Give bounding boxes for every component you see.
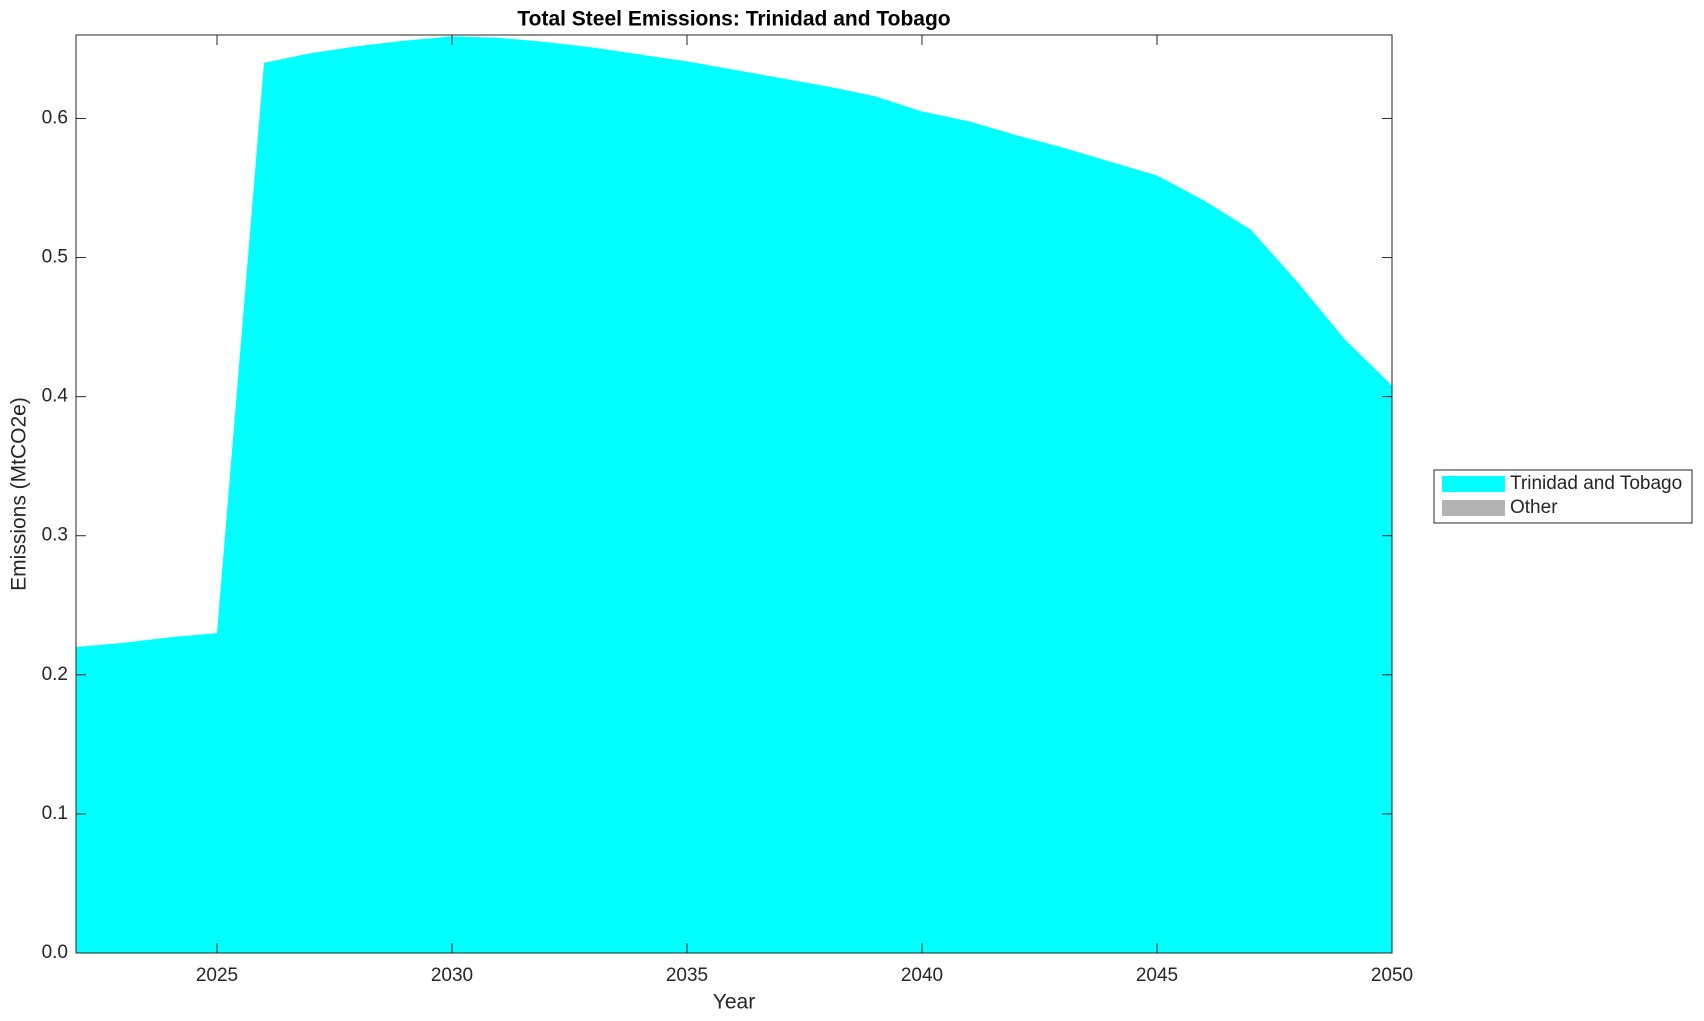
legend-label: Trinidad and Tobago bbox=[1510, 473, 1682, 494]
y-tick-label: 0.1 bbox=[42, 803, 68, 824]
x-tick-label: 2025 bbox=[196, 965, 238, 986]
x-tick-label: 2045 bbox=[1136, 965, 1178, 986]
area bbox=[76, 36, 1392, 953]
y-tick-label: 0.4 bbox=[42, 386, 69, 407]
y-tick-label: 0.3 bbox=[42, 525, 68, 546]
legend-label: Other bbox=[1510, 497, 1558, 518]
y-tick-label: 0.6 bbox=[42, 107, 68, 128]
legend-swatch bbox=[1442, 476, 1505, 492]
x-tick-label: 2030 bbox=[431, 965, 473, 986]
x-tick-label: 2040 bbox=[901, 965, 943, 986]
legend: Trinidad and Tobago Other bbox=[1433, 469, 1693, 524]
chart-title: Total Steel Emissions: Trinidad and Toba… bbox=[517, 8, 950, 31]
y-tick-label: 0.2 bbox=[42, 664, 68, 685]
x-axis-title: Year bbox=[713, 991, 755, 1014]
y-axis-title: Emissions (MtCO2e) bbox=[8, 397, 31, 591]
x-tick-label: 2035 bbox=[666, 965, 708, 986]
y-tick-label: 0.0 bbox=[42, 942, 68, 963]
legend-swatch bbox=[1442, 500, 1505, 516]
y-tick-label: 0.5 bbox=[42, 247, 68, 268]
x-tick-label: 2050 bbox=[1371, 965, 1413, 986]
plot-frame bbox=[75, 34, 1393, 954]
